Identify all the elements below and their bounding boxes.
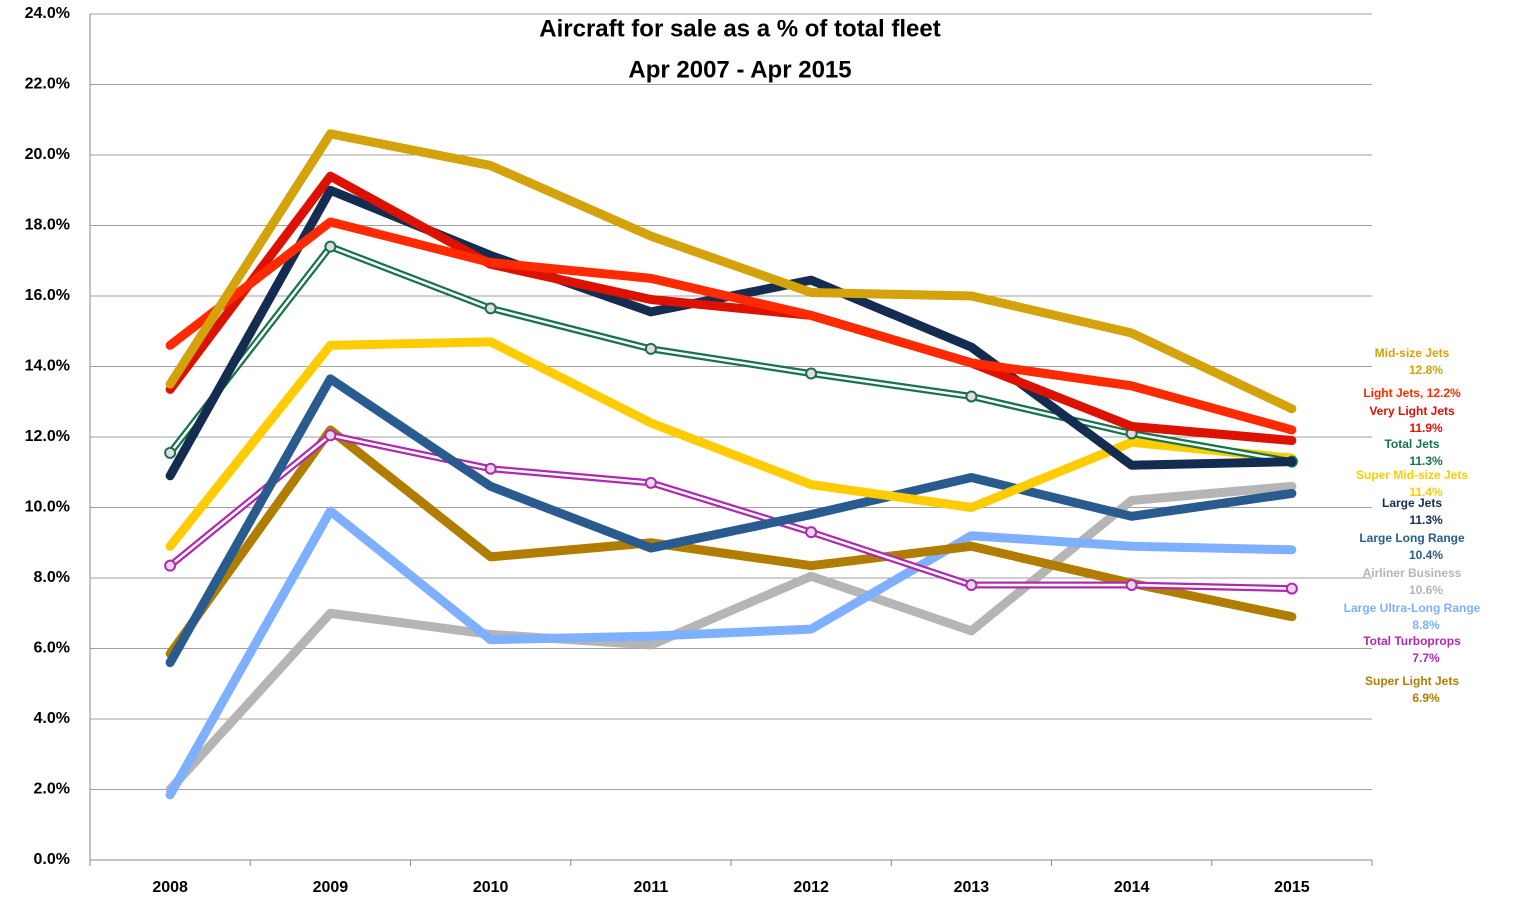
- point-marker: [164, 446, 177, 459]
- series-end-label: 11.3%: [1409, 454, 1443, 468]
- series-line: [165, 481, 1297, 794]
- series-line: [165, 506, 1297, 800]
- y-tick-label: 12.0%: [25, 428, 70, 445]
- point-marker: [484, 462, 497, 475]
- y-tick-label: 16.0%: [25, 287, 70, 304]
- series-end-label: 11.9%: [1409, 421, 1443, 435]
- series-end-label: 7.7%: [1412, 651, 1440, 665]
- chart-subtitle: Apr 2007 - Apr 2015: [628, 56, 851, 83]
- point-marker: [965, 579, 978, 592]
- x-tick-label: 2009: [313, 879, 349, 896]
- point-marker: [164, 559, 177, 572]
- y-tick-label: 10.0%: [25, 499, 70, 516]
- series-label: Super Light Jets: [1365, 674, 1459, 688]
- y-tick-label: 24.0%: [25, 5, 70, 22]
- chart-title: Aircraft for sale as a % of total fleet: [539, 15, 940, 42]
- y-tick-label: 6.0%: [34, 640, 70, 657]
- series-label: Total Turboprops: [1363, 634, 1461, 648]
- point-marker: [805, 367, 818, 380]
- series-end-label: 12.8%: [1409, 363, 1443, 377]
- y-tick-label: 2.0%: [34, 781, 70, 798]
- x-tick-label: 2014: [1114, 879, 1150, 896]
- series-end-label: 10.6%: [1409, 583, 1443, 597]
- y-tick-label: 18.0%: [25, 217, 70, 234]
- y-tick-label: 14.0%: [25, 358, 70, 375]
- series-line: [165, 217, 1297, 435]
- series-label: Light Jets, 12.2%: [1363, 386, 1461, 400]
- series-label: Large Long Range: [1359, 531, 1465, 545]
- x-tick-label: 2010: [473, 879, 509, 896]
- series-end-label: 8.8%: [1412, 618, 1440, 632]
- series-line: [165, 337, 1297, 551]
- series-line: [165, 171, 1297, 446]
- y-tick-label: 22.0%: [25, 76, 70, 93]
- series-line-inner: [169, 433, 1292, 590]
- x-tick-label: 2013: [954, 879, 990, 896]
- point-marker: [324, 429, 337, 442]
- series-end-label: 10.4%: [1409, 548, 1443, 562]
- series-end-label: 6.9%: [1412, 691, 1440, 705]
- series-line: [166, 243, 1296, 466]
- series-label: Super Mid-size Jets: [1356, 468, 1468, 482]
- point-marker: [1125, 579, 1138, 592]
- series-label: Airliner Business: [1363, 566, 1462, 580]
- series-end-label: 11.3%: [1409, 513, 1443, 527]
- series-label: Total Jets: [1384, 437, 1439, 451]
- point-marker: [644, 476, 657, 489]
- x-tick-label: 2011: [634, 879, 669, 896]
- y-tick-label: 8.0%: [34, 569, 70, 586]
- point-marker: [1285, 582, 1298, 595]
- series-end-label: 11.4%: [1409, 485, 1443, 499]
- y-tick-label: 20.0%: [25, 146, 70, 163]
- y-tick-label: 0.0%: [34, 851, 70, 868]
- point-marker: [805, 526, 818, 539]
- series-line: [165, 425, 1297, 659]
- series-line: [165, 374, 1297, 668]
- series-label: Large Jets: [1382, 496, 1442, 510]
- point-marker: [644, 342, 657, 355]
- x-tick-label: 2008: [152, 879, 188, 896]
- x-tick-label: 2015: [1274, 879, 1310, 896]
- series-line: [165, 129, 1297, 414]
- point-marker: [324, 240, 337, 253]
- series-label: Large Ultra-Long Range: [1344, 601, 1481, 615]
- x-tick-label: 2012: [793, 879, 829, 896]
- series-line-inner: [169, 245, 1293, 463]
- point-marker: [965, 390, 978, 403]
- series-label: Very Light Jets: [1369, 404, 1455, 418]
- point-marker: [484, 302, 497, 315]
- y-tick-label: 4.0%: [34, 710, 70, 727]
- series-label: Mid-size Jets: [1375, 346, 1450, 360]
